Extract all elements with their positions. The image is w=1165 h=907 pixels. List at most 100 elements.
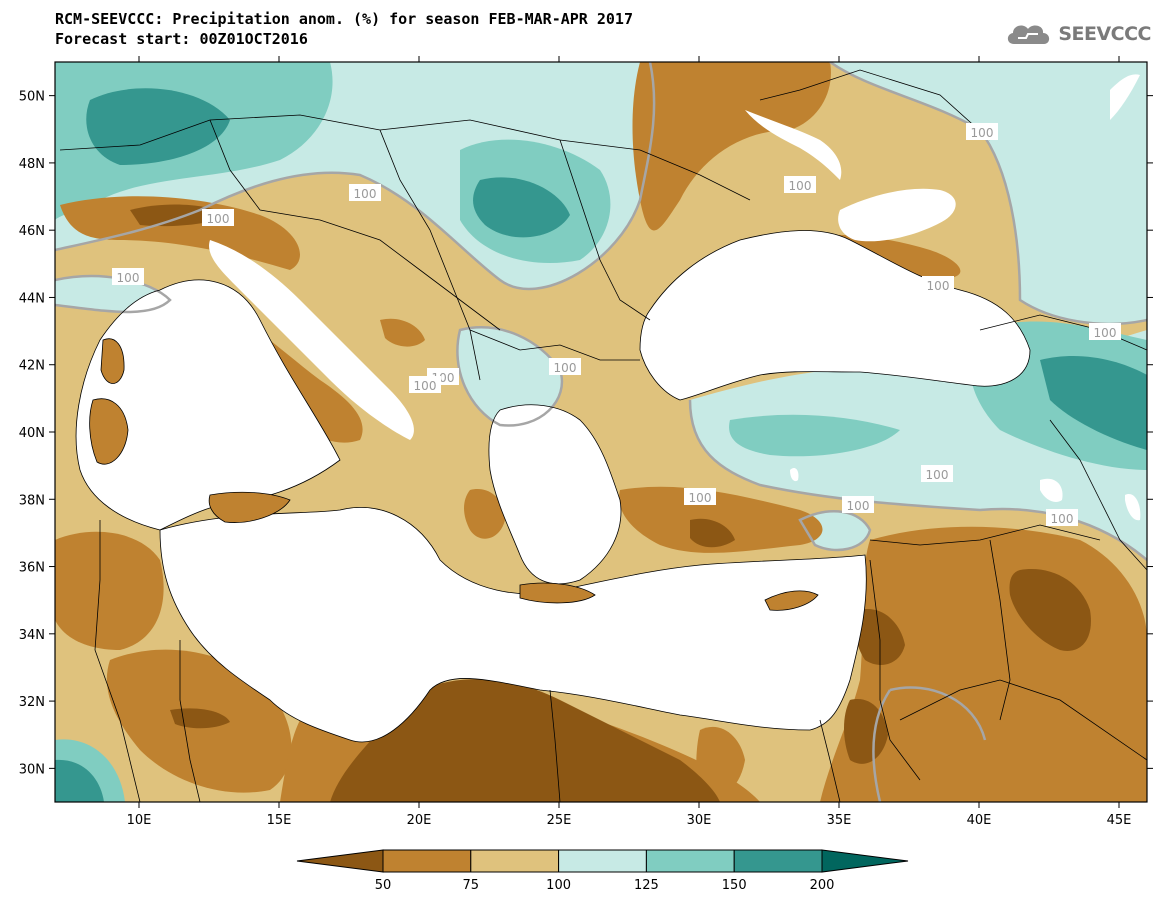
contour-label-box bbox=[1046, 509, 1078, 526]
contour-label-box bbox=[549, 358, 581, 375]
map-area bbox=[55, 62, 1147, 802]
colorbar-segment bbox=[470, 849, 560, 873]
colorbar-arrow-low bbox=[296, 849, 384, 873]
lat-tick-label: 50N bbox=[19, 90, 45, 105]
cloud-icon bbox=[1008, 25, 1050, 44]
anomaly-region-below-50 bbox=[170, 708, 230, 729]
lat-tick-label: 32N bbox=[19, 695, 45, 710]
caspian-lake bbox=[1040, 478, 1063, 502]
country-borders bbox=[59, 69, 1147, 802]
contour-100-line bbox=[798, 510, 872, 552]
axis-ticks: 10E 15E 20E 25E 30E 35E 40E 45E 50N 48N 46N 44N 42N 4… bbox=[19, 56, 1153, 828]
colorbar-tick-label: 100 bbox=[546, 878, 571, 893]
lat-tick-label: 40N bbox=[19, 426, 45, 441]
border-line bbox=[179, 640, 201, 802]
contour-100-line bbox=[456, 326, 564, 427]
lon-tick-label: 45E bbox=[1107, 813, 1132, 828]
contour-label-100: 100 bbox=[789, 179, 812, 193]
logo-text: SEEVCCC bbox=[1058, 23, 1151, 45]
mediterranean-sea bbox=[160, 507, 867, 742]
contour-label-100: 100 bbox=[926, 468, 949, 482]
lon-tick-label: 15E bbox=[267, 813, 292, 828]
colorbar-segment bbox=[382, 849, 472, 873]
contour-label-box bbox=[1089, 323, 1121, 340]
islands bbox=[89, 338, 819, 611]
border-line bbox=[559, 139, 651, 321]
contour-labels: 1001001001001001001001001001001001001001… bbox=[112, 123, 1121, 526]
seevccc-logo: SEEVCCC bbox=[1004, 20, 1151, 48]
contour-label-box bbox=[784, 176, 816, 193]
contour-label-100: 100 bbox=[117, 271, 140, 285]
anomaly-region-150-200 bbox=[1040, 355, 1147, 450]
colorbar-tick-label: 150 bbox=[722, 878, 747, 893]
contour-label-100: 100 bbox=[554, 361, 577, 375]
anomaly-region-below-50 bbox=[330, 679, 720, 802]
anomaly-region-50-75 bbox=[380, 318, 425, 347]
border-line bbox=[209, 119, 501, 331]
lat-tick-label: 48N bbox=[19, 157, 45, 172]
anomaly-region-50-75 bbox=[632, 62, 831, 231]
border-line bbox=[899, 679, 1147, 761]
contour-label-box bbox=[966, 123, 998, 140]
lat-tick-label: 46N bbox=[19, 224, 45, 239]
lake-tuz bbox=[790, 468, 799, 482]
colorbar-segment bbox=[558, 849, 647, 873]
border-line bbox=[379, 129, 481, 381]
border-line bbox=[869, 524, 1101, 546]
corsica-island bbox=[100, 338, 125, 384]
lat-tick-label: 30N bbox=[19, 762, 45, 777]
cyprus-island bbox=[764, 590, 819, 611]
lat-tick-label: 38N bbox=[19, 493, 45, 508]
lon-tick-label: 25E bbox=[547, 813, 572, 828]
lon-tick-label: 40E bbox=[967, 813, 992, 828]
sardinia-island bbox=[89, 398, 129, 465]
coastline bbox=[75, 279, 341, 531]
lake-ladoga-strip bbox=[1110, 74, 1140, 120]
contour-label-box bbox=[922, 276, 954, 293]
contour-label-box bbox=[409, 376, 441, 393]
contour-label-box bbox=[921, 465, 953, 482]
crete-island bbox=[519, 582, 596, 604]
anomaly-region-50-75 bbox=[60, 196, 300, 270]
colorbar-segment bbox=[733, 849, 823, 873]
border-line bbox=[979, 314, 1147, 351]
sicily-island bbox=[208, 491, 291, 523]
border-line bbox=[869, 559, 921, 781]
anomaly-region-100-125 bbox=[457, 327, 562, 426]
contour-label-100: 100 bbox=[1051, 512, 1074, 526]
lat-tick-label: 36N bbox=[19, 561, 45, 576]
black-sea bbox=[640, 230, 1030, 400]
contour-label-box bbox=[842, 496, 874, 513]
border-line bbox=[549, 689, 561, 802]
lon-tick-label: 35E bbox=[827, 813, 852, 828]
border-line bbox=[469, 329, 640, 361]
contour-label-100: 100 bbox=[971, 126, 994, 140]
lon-tick-label: 10E bbox=[127, 813, 152, 828]
contour-label-box bbox=[684, 488, 716, 505]
anomaly-region-50-75 bbox=[464, 489, 505, 539]
contour-label-100: 100 bbox=[207, 212, 230, 226]
contour-100-line bbox=[55, 62, 656, 291]
lon-tick-label: 20E bbox=[407, 813, 432, 828]
colorbar-tick-label: 125 bbox=[634, 878, 659, 893]
colorbar-segment bbox=[645, 849, 735, 873]
border-line bbox=[59, 114, 751, 201]
border-line bbox=[94, 520, 141, 802]
colorbar-tick-label: 50 bbox=[375, 878, 392, 893]
contour-label-100: 100 bbox=[1094, 326, 1117, 340]
lat-tick-label: 34N bbox=[19, 628, 45, 643]
colorbar: 50 75 100 125 150 200 bbox=[296, 849, 909, 893]
contour-100-line bbox=[889, 686, 987, 741]
colorbar-arrow-high bbox=[821, 849, 909, 873]
anomaly-region-150-200 bbox=[473, 177, 570, 238]
sea-of-azov bbox=[838, 188, 956, 242]
mediterranean-sea bbox=[76, 280, 340, 530]
lon-tick-label: 30E bbox=[687, 813, 712, 828]
contour-label-box bbox=[349, 184, 381, 201]
contour-label-100: 100 bbox=[927, 279, 950, 293]
contour-100-line bbox=[829, 62, 1147, 326]
contour-100-line bbox=[55, 274, 172, 314]
map-title: RCM-SEEVCCC: Precipitation anom. (%) for… bbox=[55, 10, 633, 28]
anomaly-region-below-50 bbox=[690, 518, 735, 548]
